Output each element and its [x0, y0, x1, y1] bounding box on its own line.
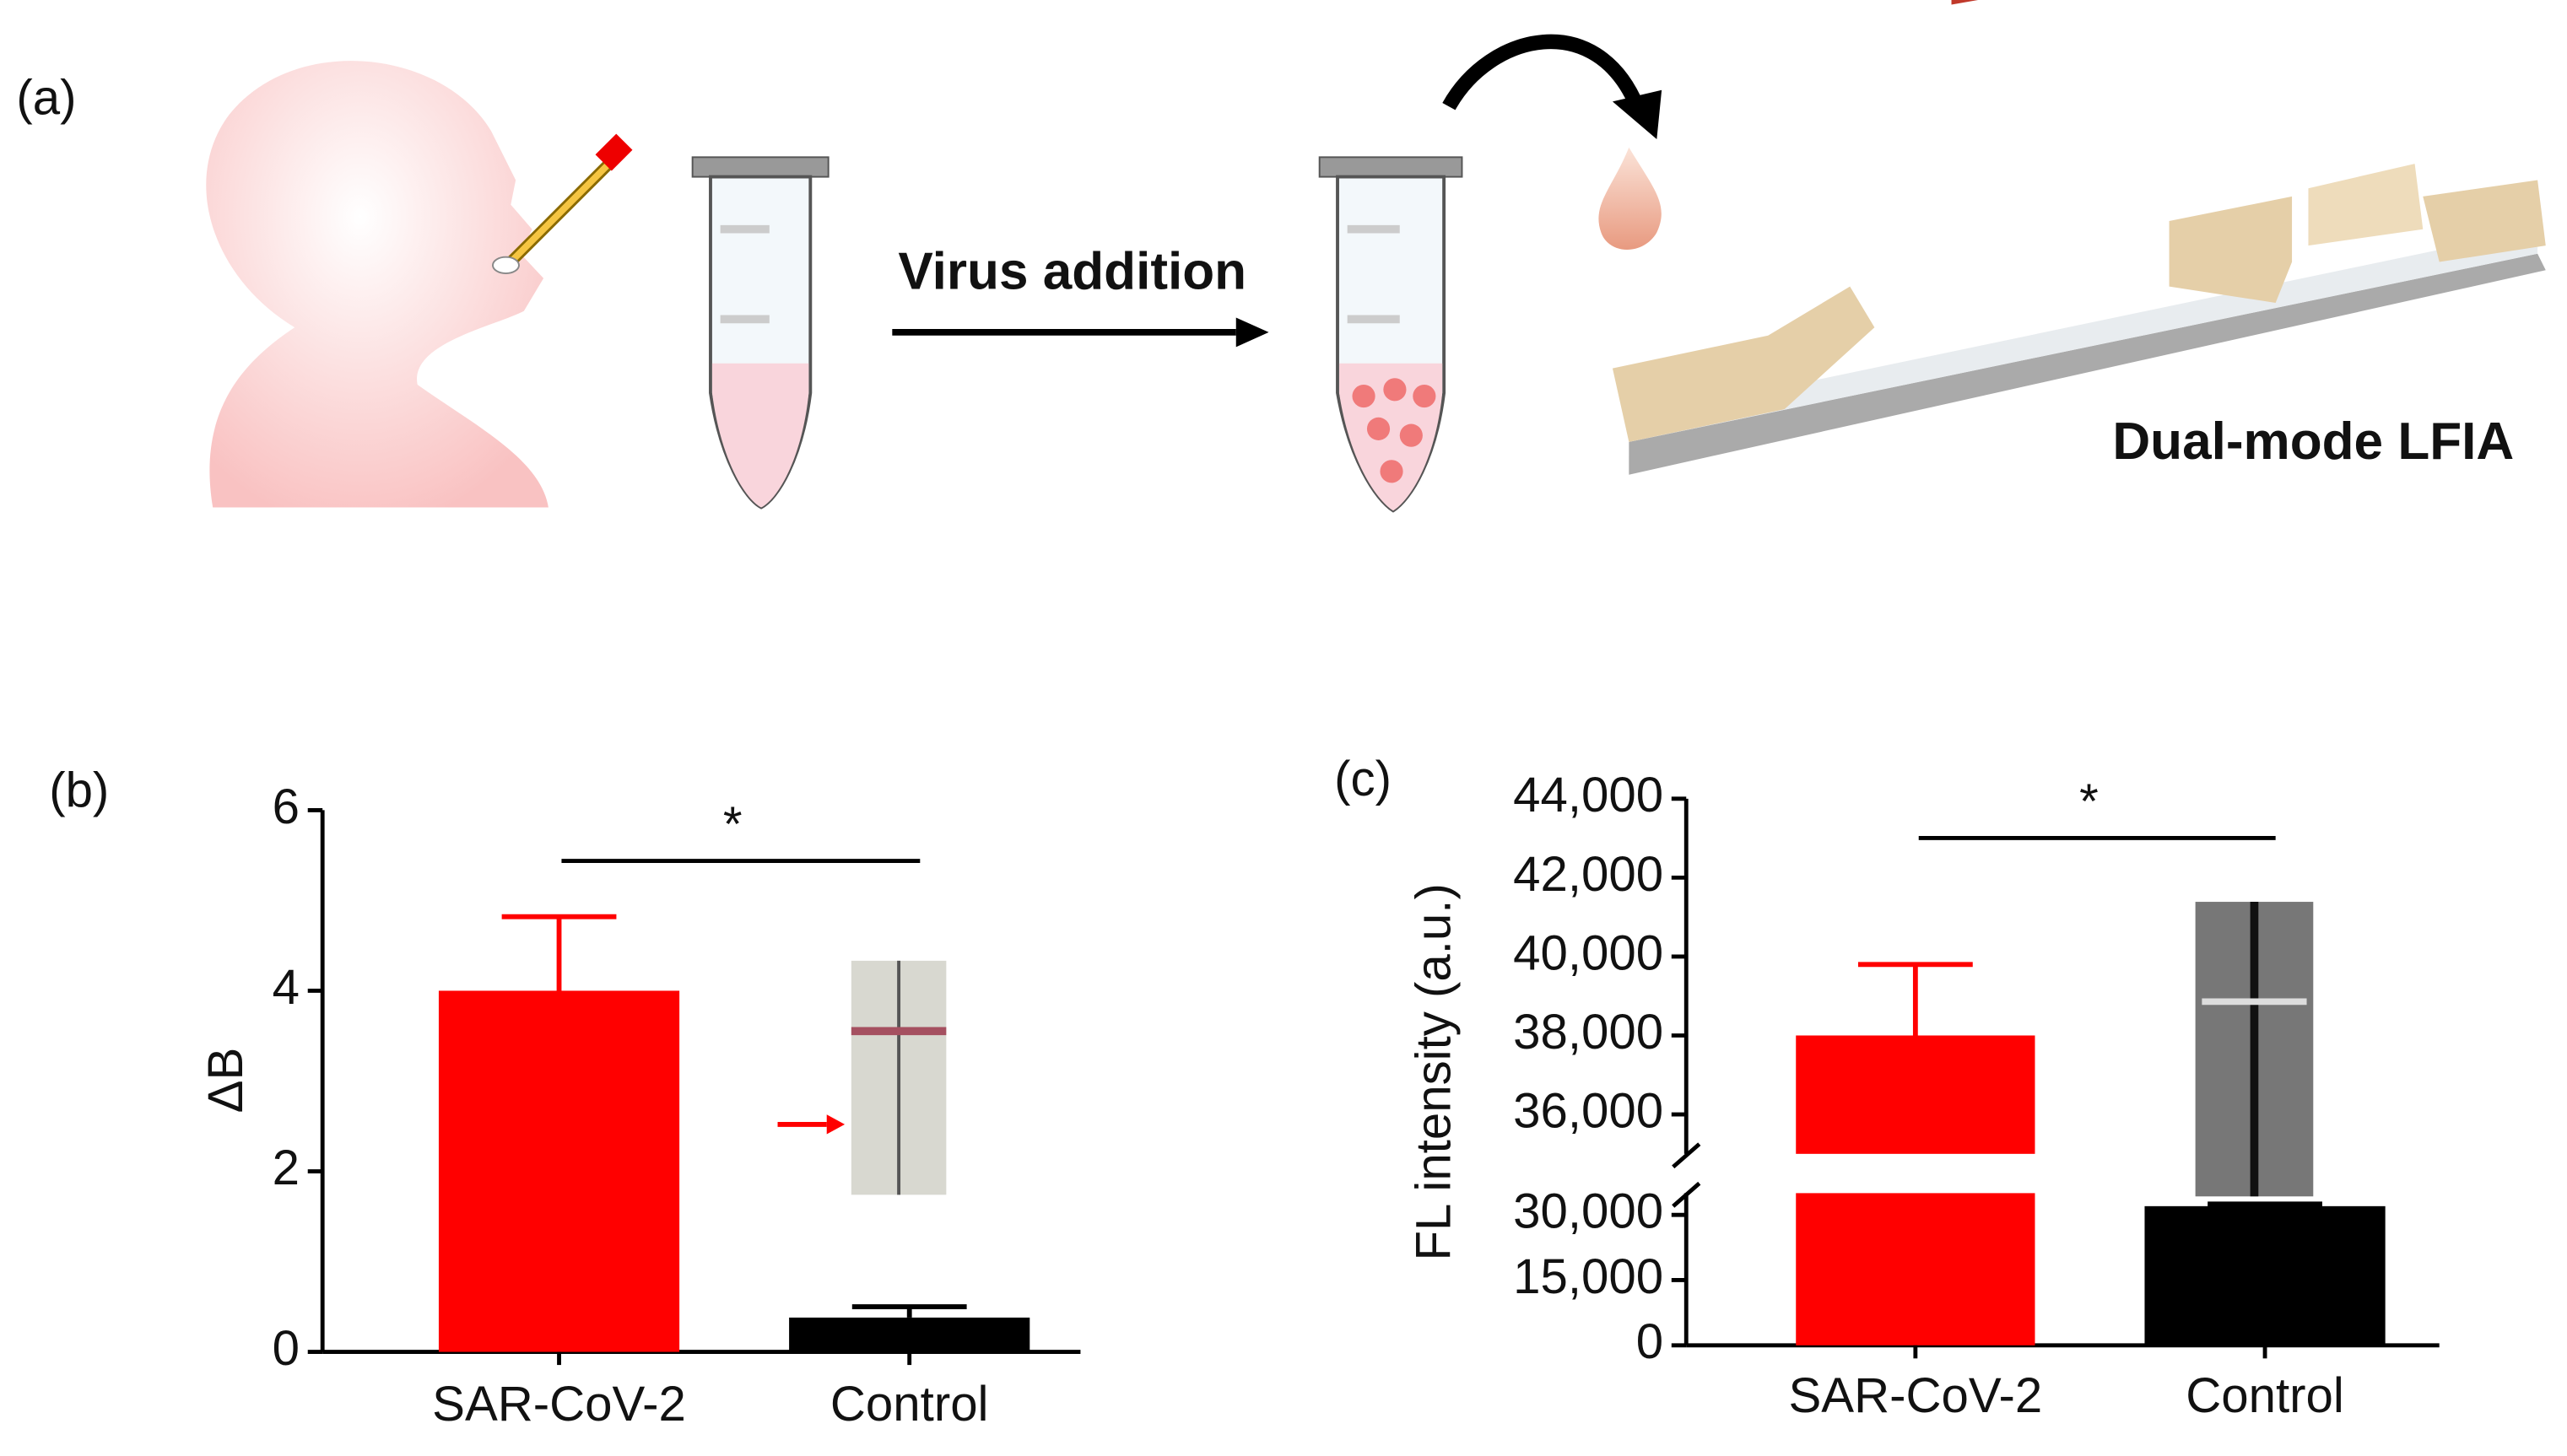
curved-arrow	[1442, 34, 1645, 111]
panel-label: (a)	[16, 71, 76, 126]
bar	[2144, 1205, 2386, 1345]
test-strip	[1612, 0, 2546, 475]
x-tick-label: SAR-CoV-2	[1788, 1368, 2042, 1423]
inset-strip-c	[2195, 902, 2314, 1197]
y-tick-label: 0	[1636, 1314, 1663, 1369]
significance-mark: *	[2079, 774, 2099, 829]
x-tick-label: Control	[830, 1377, 989, 1432]
y-axis-label: ΔB	[198, 1048, 253, 1114]
bar	[789, 1317, 1030, 1352]
bar	[1796, 1035, 2035, 1154]
significance-mark: *	[723, 797, 743, 852]
swab-tip	[491, 256, 520, 275]
y-tick-label: 0	[273, 1321, 300, 1376]
x-tick-label: SAR-CoV-2	[432, 1377, 686, 1432]
y-axis-label: FL intensity (a.u.)	[1407, 883, 1462, 1260]
droplet	[1598, 147, 1662, 250]
inset-strip-b	[777, 960, 947, 1195]
y-tick-label: 2	[273, 1141, 300, 1195]
bar	[438, 990, 680, 1352]
axis-break	[1672, 1181, 1701, 1208]
swab-stick	[508, 156, 617, 265]
tube-1	[691, 156, 830, 510]
panel-label: (b)	[49, 763, 109, 817]
panel-label: (c)	[1334, 752, 1392, 806]
step-label: Virus addition	[898, 242, 1246, 300]
step-arrow-head	[1235, 317, 1269, 348]
y-tick-label: 15,000	[1513, 1249, 1663, 1304]
y-tick-label: 42,000	[1513, 847, 1663, 902]
curved-arrow-head	[1612, 89, 1662, 139]
head-silhouette	[206, 61, 549, 508]
tube-2	[1318, 156, 1463, 513]
x-tick-label: Control	[2186, 1368, 2344, 1423]
y-tick-label: 44,000	[1513, 768, 1663, 822]
y-tick-label: 40,000	[1513, 925, 1663, 980]
swab-cap	[595, 133, 633, 171]
y-tick-label: 4	[273, 960, 300, 1015]
y-tick-label: 30,000	[1513, 1184, 1663, 1239]
y-tick-label: 38,000	[1513, 1005, 1663, 1060]
axis-break	[1672, 1142, 1701, 1169]
y-tick-label: 36,000	[1513, 1083, 1663, 1138]
y-tick-label: 6	[273, 779, 300, 834]
bar	[1796, 1193, 2035, 1345]
device-label: Dual-mode LFIA	[2112, 413, 2514, 471]
